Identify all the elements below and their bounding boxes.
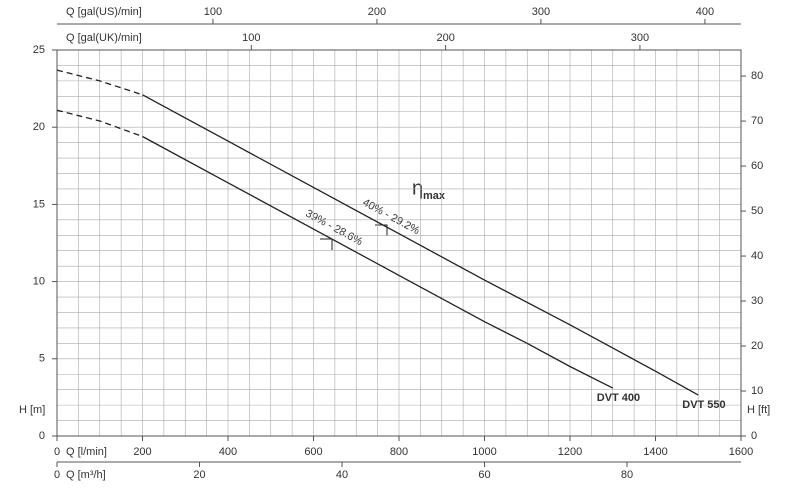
eta-subscript: max bbox=[423, 190, 446, 202]
x-tick-label: 300 bbox=[532, 6, 550, 18]
y2-tick-label: 40 bbox=[751, 250, 763, 262]
x-tick-label: 600 bbox=[304, 446, 322, 458]
efficiency-marker bbox=[375, 224, 388, 236]
y2-tick-label: 60 bbox=[751, 160, 763, 172]
x-tick-label: 200 bbox=[436, 32, 454, 44]
y-tick-label: 0 bbox=[39, 430, 45, 442]
y2-tick-label: 70 bbox=[751, 115, 763, 127]
x-axis-label: Q [gal(UK)/min] bbox=[66, 32, 142, 44]
x-tick-label: 60 bbox=[478, 469, 490, 481]
x-tick-label: 0 bbox=[54, 469, 60, 481]
y2-tick-label: 30 bbox=[751, 295, 763, 307]
x-tick-label: 1000 bbox=[472, 446, 496, 458]
y-tick-label: 15 bbox=[33, 198, 45, 210]
series-label: DVT 550 bbox=[682, 399, 725, 411]
curve bbox=[142, 94, 699, 396]
y2-tick-label: 10 bbox=[751, 385, 763, 397]
x-tick-label: 800 bbox=[390, 446, 408, 458]
curve bbox=[142, 135, 614, 389]
x-tick-label: 40 bbox=[336, 469, 348, 481]
y-axis-label: H [m] bbox=[19, 404, 45, 416]
x-tick-label: 1600 bbox=[729, 446, 753, 458]
x-tick-label: 300 bbox=[631, 32, 649, 44]
efficiency-label: 40% - 29.2% bbox=[361, 197, 422, 238]
y2-axis-label: H [ft] bbox=[747, 404, 770, 416]
x-tick-label: 1200 bbox=[558, 446, 582, 458]
y2-tick-label: 80 bbox=[751, 70, 763, 82]
x-tick-label: 200 bbox=[133, 446, 151, 458]
x-tick-label: 80 bbox=[621, 469, 633, 481]
x-tick-label: 100 bbox=[242, 32, 260, 44]
y2-tick-label: 20 bbox=[751, 340, 763, 352]
x-tick-label: 200 bbox=[368, 6, 386, 18]
x-tick-label: 400 bbox=[696, 6, 714, 18]
x-axis-label: Q [gal(US)/min] bbox=[66, 6, 142, 18]
y-tick-label: 10 bbox=[33, 276, 45, 288]
y-tick-label: 5 bbox=[39, 353, 45, 365]
x-tick-label: 0 bbox=[54, 446, 60, 458]
series-label: DVT 400 bbox=[597, 392, 640, 404]
curve bbox=[56, 109, 143, 138]
y2-tick-label: 50 bbox=[751, 205, 763, 217]
y2-tick-label: 0 bbox=[751, 430, 757, 442]
y-tick-label: 20 bbox=[33, 121, 45, 133]
x-axis-label: Q [l/min] bbox=[66, 446, 107, 458]
x-tick-label: 100 bbox=[204, 6, 222, 18]
curve bbox=[56, 69, 143, 96]
x-tick-label: 400 bbox=[219, 446, 237, 458]
x-tick-label: 1400 bbox=[643, 446, 667, 458]
efficiency-marker bbox=[320, 238, 333, 250]
x-tick-label: 20 bbox=[193, 469, 205, 481]
x-axis-label: Q [m³/h] bbox=[66, 469, 106, 481]
eta-symbol: η bbox=[412, 177, 423, 199]
y-tick-label: 25 bbox=[33, 44, 45, 56]
